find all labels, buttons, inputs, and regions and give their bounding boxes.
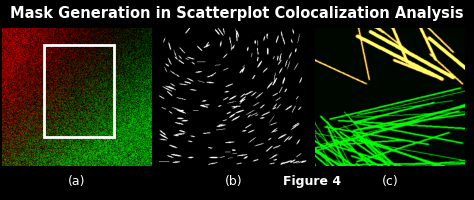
Text: Mask Generation in Scatterplot Colocalization Analysis: Mask Generation in Scatterplot Colocaliz… xyxy=(10,6,464,21)
Text: (a): (a) xyxy=(68,176,86,188)
Text: (c): (c) xyxy=(382,176,398,188)
Text: Figure 4: Figure 4 xyxy=(283,176,341,188)
Bar xyxy=(44,45,114,137)
Text: (b): (b) xyxy=(225,176,242,188)
